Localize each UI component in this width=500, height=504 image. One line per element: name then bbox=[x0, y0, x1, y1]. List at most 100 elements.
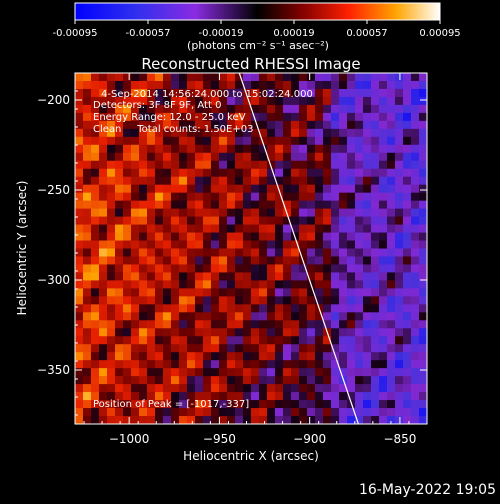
heatmap-cell bbox=[203, 136, 212, 146]
heatmap-cell bbox=[371, 328, 380, 337]
heatmap-cell bbox=[267, 256, 276, 266]
heatmap-cell bbox=[243, 208, 252, 218]
heatmap-cell bbox=[155, 296, 164, 305]
heatmap-cell bbox=[387, 232, 396, 242]
heatmap-cell bbox=[315, 208, 324, 218]
heatmap-cell bbox=[251, 304, 260, 313]
heatmap-cell bbox=[123, 128, 132, 138]
heatmap-cell bbox=[163, 416, 172, 424]
heatmap-cell bbox=[211, 224, 220, 234]
heatmap-cell bbox=[99, 136, 108, 146]
heatmap-cell bbox=[163, 408, 172, 417]
heatmap-cell bbox=[315, 192, 324, 202]
heatmap-cell bbox=[315, 168, 324, 178]
heatmap-cell bbox=[307, 80, 316, 90]
colorbar: -0.00095 -0.00057 -0.00019 0.00019 0.00057 0.… bbox=[53, 2, 461, 52]
heatmap-cell bbox=[243, 280, 252, 289]
x-tick-label: −950 bbox=[203, 432, 236, 446]
heatmap-cell bbox=[259, 376, 268, 385]
heatmap-cell bbox=[211, 320, 220, 329]
heatmap-cell bbox=[315, 360, 324, 369]
heatmap-cell bbox=[171, 408, 180, 417]
heatmap-cell bbox=[339, 416, 348, 424]
heatmap-cell bbox=[275, 192, 284, 202]
heatmap-cell bbox=[419, 112, 427, 122]
heatmap-cell bbox=[267, 304, 276, 313]
heatmap-cell bbox=[355, 400, 364, 409]
heatmap-cell bbox=[387, 224, 396, 234]
heatmap-cell bbox=[99, 224, 108, 234]
heatmap-cell bbox=[107, 400, 116, 409]
heatmap-cell bbox=[179, 120, 188, 130]
heatmap-cell bbox=[419, 280, 427, 289]
heatmap-cell bbox=[411, 304, 420, 313]
heatmap-cell bbox=[363, 112, 372, 122]
heatmap-cell bbox=[227, 376, 236, 385]
heatmap-cell bbox=[187, 112, 196, 122]
heatmap-cell bbox=[171, 360, 180, 369]
heatmap-cell bbox=[267, 200, 276, 210]
heatmap-cell bbox=[347, 296, 356, 305]
heatmap-cell bbox=[83, 224, 92, 234]
heatmap-cell bbox=[331, 296, 340, 305]
heatmap-cell bbox=[387, 288, 396, 297]
heatmap-cell bbox=[323, 184, 332, 194]
heatmap-cell bbox=[155, 360, 164, 369]
heatmap-cell bbox=[339, 160, 348, 170]
heatmap-cell bbox=[371, 400, 380, 409]
heatmap-cell bbox=[219, 216, 228, 226]
heatmap-cell bbox=[243, 264, 252, 274]
heatmap-cell bbox=[403, 136, 412, 146]
heatmap-cell bbox=[387, 240, 396, 250]
heatmap-cell bbox=[123, 328, 132, 337]
heatmap-cell bbox=[107, 248, 116, 258]
heatmap-cell bbox=[171, 392, 180, 401]
heatmap-cell bbox=[371, 280, 380, 289]
heatmap-cell bbox=[371, 376, 380, 385]
heatmap-cell bbox=[315, 400, 324, 409]
heatmap-cell bbox=[155, 144, 164, 154]
heatmap-cell bbox=[275, 384, 284, 393]
heatmap-cell bbox=[379, 360, 388, 369]
heatmap-cell bbox=[83, 104, 92, 114]
heatmap-cell bbox=[259, 352, 268, 361]
heatmap-cell bbox=[307, 328, 316, 337]
heatmap-cell bbox=[339, 224, 348, 234]
heatmap-cell bbox=[267, 96, 276, 106]
heatmap-cell bbox=[91, 376, 100, 385]
heatmap-cell bbox=[75, 272, 84, 282]
heatmap-cell bbox=[139, 312, 148, 321]
heatmap-cell bbox=[75, 184, 84, 194]
heatmap-cell bbox=[139, 368, 148, 377]
heatmap-cell bbox=[195, 216, 204, 226]
heatmap-cell bbox=[227, 312, 236, 321]
heatmap-cell bbox=[411, 104, 420, 114]
heatmap-cell bbox=[395, 280, 404, 289]
heatmap-cell bbox=[147, 152, 156, 162]
heatmap-cell bbox=[203, 128, 212, 138]
heatmap-cell bbox=[243, 408, 252, 417]
heatmap-cell bbox=[299, 384, 308, 393]
heatmap-cell bbox=[323, 176, 332, 186]
heatmap-cell bbox=[339, 408, 348, 417]
heatmap-cell bbox=[267, 320, 276, 329]
heatmap-cell bbox=[163, 280, 172, 289]
heatmap-cell bbox=[227, 288, 236, 297]
heatmap-cell bbox=[387, 256, 396, 266]
heatmap-cell bbox=[299, 224, 308, 234]
heatmap-cell bbox=[187, 248, 196, 258]
heatmap-cell bbox=[331, 400, 340, 409]
heatmap-cell bbox=[131, 176, 140, 186]
heatmap-cell bbox=[315, 352, 324, 361]
heatmap-cell bbox=[75, 136, 84, 146]
heatmap-cell bbox=[155, 320, 164, 329]
heatmap-cell bbox=[299, 112, 308, 122]
heatmap-cell bbox=[267, 136, 276, 146]
heatmap-cell bbox=[107, 128, 116, 138]
heatmap-cell bbox=[395, 392, 404, 401]
heatmap-cell bbox=[291, 416, 300, 424]
heatmap-cell bbox=[307, 384, 316, 393]
heatmap-cell bbox=[147, 392, 156, 401]
heatmap-cell bbox=[331, 384, 340, 393]
heatmap-cell bbox=[411, 400, 420, 409]
